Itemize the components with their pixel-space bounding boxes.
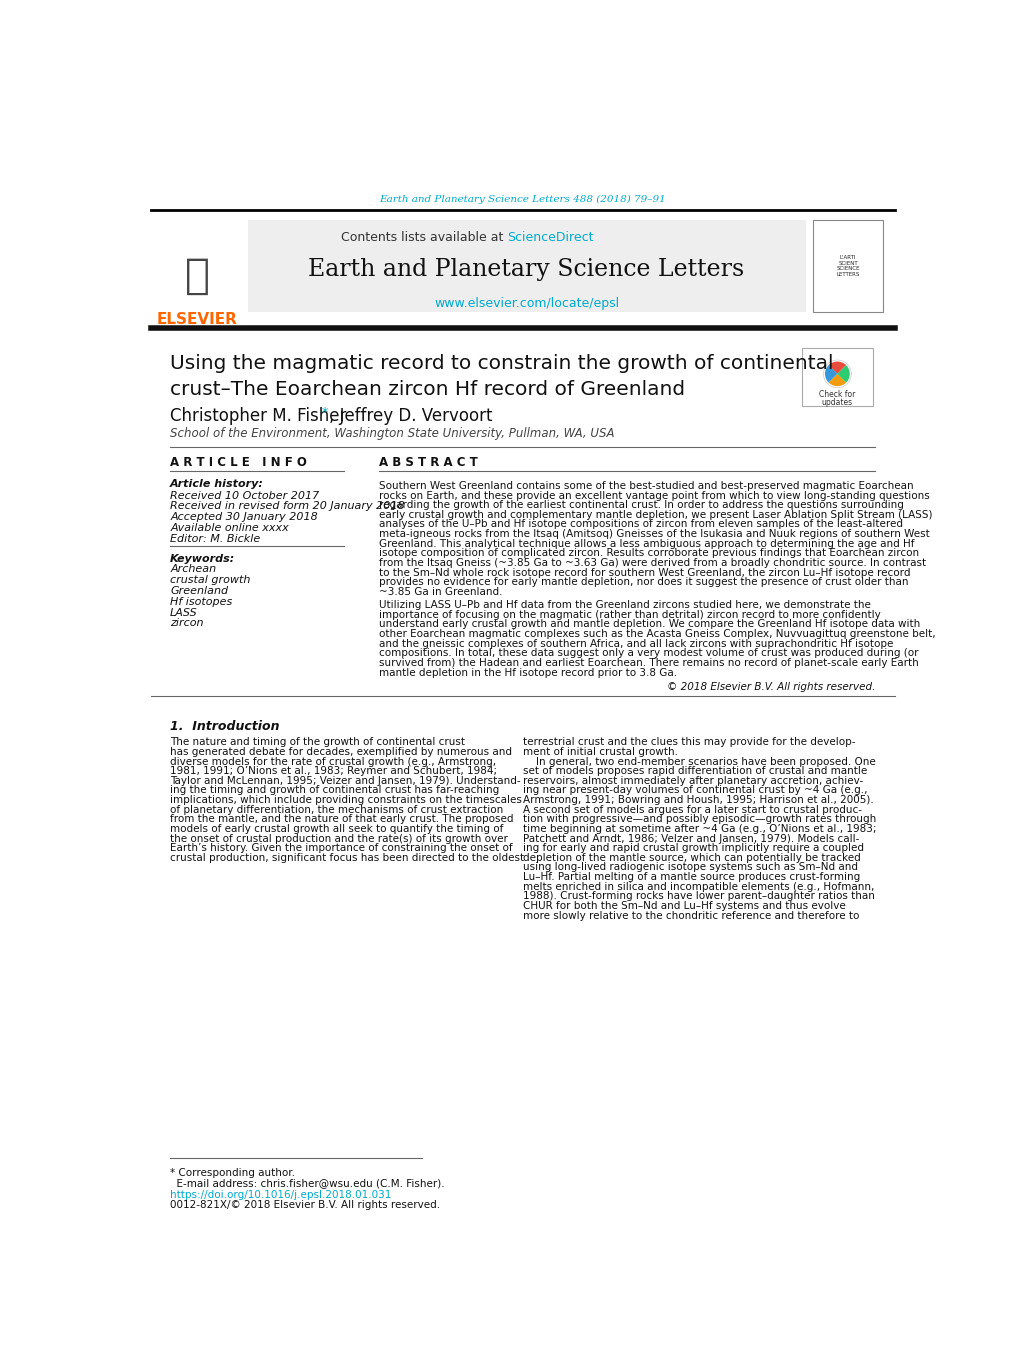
Text: from the mantle, and the nature of that early crust. The proposed: from the mantle, and the nature of that …: [170, 815, 514, 824]
Text: the onset of crustal production and the rate(s) of its growth over: the onset of crustal production and the …: [170, 834, 507, 843]
Text: implications, which include providing constraints on the timescales: implications, which include providing co…: [170, 794, 522, 805]
Text: Earth and Planetary Science Letters: Earth and Planetary Science Letters: [308, 258, 744, 281]
Text: reservoirs, almost immediately after planetary accretion, achiev-: reservoirs, almost immediately after pla…: [522, 775, 862, 786]
Text: ~3.85 Ga in Greenland.: ~3.85 Ga in Greenland.: [379, 586, 502, 597]
Text: A second set of models argues for a later start to crustal produc-: A second set of models argues for a late…: [522, 805, 861, 815]
Wedge shape: [837, 365, 849, 382]
Text: compositions. In total, these data suggest only a very modest volume of crust wa: compositions. In total, these data sugge…: [379, 648, 918, 658]
Text: The nature and timing of the growth of continental crust: The nature and timing of the growth of c…: [170, 738, 465, 747]
Text: Earth’s history. Given the importance of constraining the onset of: Earth’s history. Given the importance of…: [170, 843, 513, 854]
Text: survived from) the Hadean and earliest Eoarchean. There remains no record of pla: survived from) the Hadean and earliest E…: [379, 658, 918, 667]
Text: mantle depletion in the Hf isotope record prior to 3.8 Ga.: mantle depletion in the Hf isotope recor…: [379, 667, 677, 678]
Text: Lu–Hf. Partial melting of a mantle source produces crust-forming: Lu–Hf. Partial melting of a mantle sourc…: [522, 871, 859, 882]
Text: Hf isotopes: Hf isotopes: [170, 597, 232, 607]
Wedge shape: [827, 374, 846, 386]
Text: © 2018 Elsevier B.V. All rights reserved.: © 2018 Elsevier B.V. All rights reserved…: [666, 682, 874, 692]
Text: Christopher M. Fisher: Christopher M. Fisher: [170, 407, 346, 426]
Text: and the gneissic complexes of southern Africa, and all lack zircons with suprach: and the gneissic complexes of southern A…: [379, 639, 893, 648]
Text: ELSEVIER: ELSEVIER: [157, 312, 237, 327]
Text: rocks on Earth, and these provide an excellent vantage point from which to view : rocks on Earth, and these provide an exc…: [379, 490, 929, 500]
Text: importance of focusing on the magmatic (rather than detrital) zircon record to m: importance of focusing on the magmatic (…: [379, 609, 880, 620]
Text: A R T I C L E   I N F O: A R T I C L E I N F O: [170, 455, 307, 469]
Text: ScienceDirect: ScienceDirect: [506, 231, 593, 245]
Text: crustal growth: crustal growth: [170, 576, 251, 585]
Text: understand early crustal growth and mantle depletion. We compare the Greenland H: understand early crustal growth and mant…: [379, 620, 920, 630]
Text: L'ARTI
SCIENT
SCIENCE
LETTERS: L'ARTI SCIENT SCIENCE LETTERS: [836, 255, 859, 277]
Text: www.elsevier.com/locate/epsl: www.elsevier.com/locate/epsl: [434, 296, 619, 309]
Text: meta-igneous rocks from the Itsaq (Amitsoq) Gneisses of the Isukasia and Nuuk re: meta-igneous rocks from the Itsaq (Amits…: [379, 530, 929, 539]
Text: more slowly relative to the chondritic reference and therefore to: more slowly relative to the chondritic r…: [522, 911, 858, 920]
Text: Article history:: Article history:: [170, 480, 264, 489]
Text: crust–The Eoarchean zircon Hf record of Greenland: crust–The Eoarchean zircon Hf record of …: [170, 380, 685, 399]
Text: In general, two end-member scenarios have been proposed. One: In general, two end-member scenarios hav…: [522, 757, 874, 766]
Text: ing for early and rapid crustal growth implicitly require a coupled: ing for early and rapid crustal growth i…: [522, 843, 863, 854]
Text: of planetary differentiation, the mechanisms of crust extraction: of planetary differentiation, the mechan…: [170, 805, 503, 815]
Text: other Eoarchean magmatic complexes such as the Acasta Gneiss Complex, Nuvvuagitt: other Eoarchean magmatic complexes such …: [379, 630, 935, 639]
Text: from the Itsaq Gneiss (~3.85 Ga to ~3.63 Ga) were derived from a broadly chondri: from the Itsaq Gneiss (~3.85 Ga to ~3.63…: [379, 558, 925, 567]
Text: Greenland: Greenland: [170, 586, 228, 596]
Wedge shape: [827, 362, 846, 374]
FancyBboxPatch shape: [812, 220, 882, 312]
Text: models of early crustal growth all seek to quantify the timing of: models of early crustal growth all seek …: [170, 824, 503, 834]
Text: set of models proposes rapid differentiation of crustal and mantle: set of models proposes rapid differentia…: [522, 766, 866, 777]
Text: 🌲: 🌲: [184, 255, 210, 297]
Text: analyses of the U–Pb and Hf isotope compositions of zircon from eleven samples o: analyses of the U–Pb and Hf isotope comp…: [379, 519, 903, 530]
Text: *: *: [322, 405, 328, 419]
Text: Earth and Planetary Science Letters 488 (2018) 79–91: Earth and Planetary Science Letters 488 …: [379, 195, 665, 204]
Text: crustal production, significant focus has been directed to the oldest: crustal production, significant focus ha…: [170, 852, 524, 863]
Text: tion with progressive—and possibly episodic—growth rates through: tion with progressive—and possibly episo…: [522, 815, 875, 824]
Text: Available online xxxx: Available online xxxx: [170, 523, 288, 532]
Text: Check for: Check for: [818, 390, 855, 399]
Text: Using the magmatic record to constrain the growth of continental: Using the magmatic record to constrain t…: [170, 354, 833, 373]
Text: Patchett and Arndt, 1986; Velzer and Jansen, 1979). Models call-: Patchett and Arndt, 1986; Velzer and Jan…: [522, 834, 858, 843]
Text: Southern West Greenland contains some of the best-studied and best-preserved mag: Southern West Greenland contains some of…: [379, 481, 913, 490]
Text: Contents lists available at: Contents lists available at: [340, 231, 506, 245]
Text: 1988). Crust-forming rocks have lower parent–daughter ratios than: 1988). Crust-forming rocks have lower pa…: [522, 892, 873, 901]
Text: Taylor and McLennan, 1995; Veizer and Jansen, 1979). Understand-: Taylor and McLennan, 1995; Veizer and Ja…: [170, 775, 521, 786]
Text: * Corresponding author.: * Corresponding author.: [170, 1167, 294, 1178]
Text: Armstrong, 1991; Bowring and Housh, 1995; Harrison et al., 2005).: Armstrong, 1991; Bowring and Housh, 1995…: [522, 794, 872, 805]
Text: Received 10 October 2017: Received 10 October 2017: [170, 490, 319, 500]
Text: 1.  Introduction: 1. Introduction: [170, 720, 279, 734]
Text: 1981, 1991; O’Nions et al., 1983; Reymer and Schubert, 1984;: 1981, 1991; O’Nions et al., 1983; Reymer…: [170, 766, 497, 777]
Text: 0012-821X/© 2018 Elsevier B.V. All rights reserved.: 0012-821X/© 2018 Elsevier B.V. All right…: [170, 1200, 440, 1210]
Text: terrestrial crust and the clues this may provide for the develop-: terrestrial crust and the clues this may…: [522, 738, 854, 747]
Text: School of the Environment, Washington State University, Pullman, WA, USA: School of the Environment, Washington St…: [170, 427, 614, 440]
Text: A B S T R A C T: A B S T R A C T: [379, 455, 478, 469]
Text: Archean: Archean: [170, 565, 216, 574]
Text: depletion of the mantle source, which can potentially be tracked: depletion of the mantle source, which ca…: [522, 852, 860, 863]
Text: has generated debate for decades, exemplified by numerous and: has generated debate for decades, exempl…: [170, 747, 512, 757]
Text: to the Sm–Nd whole rock isotope record for southern West Greenland, the zircon L: to the Sm–Nd whole rock isotope record f…: [379, 567, 910, 577]
Text: LASS: LASS: [170, 608, 198, 617]
Text: early crustal growth and complementary mantle depletion, we present Laser Ablati: early crustal growth and complementary m…: [379, 509, 932, 520]
Text: melts enriched in silica and incompatible elements (e.g., Hofmann,: melts enriched in silica and incompatibl…: [522, 882, 873, 892]
Text: zircon: zircon: [170, 619, 204, 628]
Text: Keywords:: Keywords:: [170, 554, 235, 563]
Text: Accepted 30 January 2018: Accepted 30 January 2018: [170, 512, 318, 521]
Text: Editor: M. Bickle: Editor: M. Bickle: [170, 534, 260, 543]
Wedge shape: [824, 365, 837, 382]
FancyBboxPatch shape: [801, 347, 872, 407]
Text: using long-lived radiogenic isotope systems such as Sm–Nd and: using long-lived radiogenic isotope syst…: [522, 862, 857, 873]
Text: , Jeffrey D. Vervoort: , Jeffrey D. Vervoort: [329, 407, 492, 426]
Text: provides no evidence for early mantle depletion, nor does it suggest the presenc: provides no evidence for early mantle de…: [379, 577, 908, 588]
Text: https://doi.org/10.1016/j.epsl.2018.01.031: https://doi.org/10.1016/j.epsl.2018.01.0…: [170, 1190, 391, 1200]
Text: E-mail address: chris.fisher@wsu.edu (C.M. Fisher).: E-mail address: chris.fisher@wsu.edu (C.…: [170, 1178, 444, 1188]
Text: time beginning at sometime after ~4 Ga (e.g., O’Nions et al., 1983;: time beginning at sometime after ~4 Ga (…: [522, 824, 875, 834]
Text: ment of initial crustal growth.: ment of initial crustal growth.: [522, 747, 677, 757]
Text: regarding the growth of the earliest continental crust. In order to address the : regarding the growth of the earliest con…: [379, 500, 904, 511]
FancyBboxPatch shape: [248, 220, 805, 312]
Text: CHUR for both the Sm–Nd and Lu–Hf systems and thus evolve: CHUR for both the Sm–Nd and Lu–Hf system…: [522, 901, 845, 911]
Text: isotope composition of complicated zircon. Results corroborate previous findings: isotope composition of complicated zirco…: [379, 549, 918, 558]
Text: ing the timing and growth of continental crust has far-reaching: ing the timing and growth of continental…: [170, 785, 499, 796]
Text: ing near present-day volumes of continental crust by ~4 Ga (e.g.,: ing near present-day volumes of continen…: [522, 785, 866, 796]
Text: Greenland. This analytical technique allows a less ambiguous approach to determi: Greenland. This analytical technique all…: [379, 539, 914, 549]
Text: updates: updates: [821, 397, 852, 407]
Text: diverse models for the rate of crustal growth (e.g., Armstrong,: diverse models for the rate of crustal g…: [170, 757, 496, 766]
Text: Utilizing LASS U–Pb and Hf data from the Greenland zircons studied here, we demo: Utilizing LASS U–Pb and Hf data from the…: [379, 600, 870, 611]
Text: Received in revised form 20 January 2018: Received in revised form 20 January 2018: [170, 501, 405, 511]
